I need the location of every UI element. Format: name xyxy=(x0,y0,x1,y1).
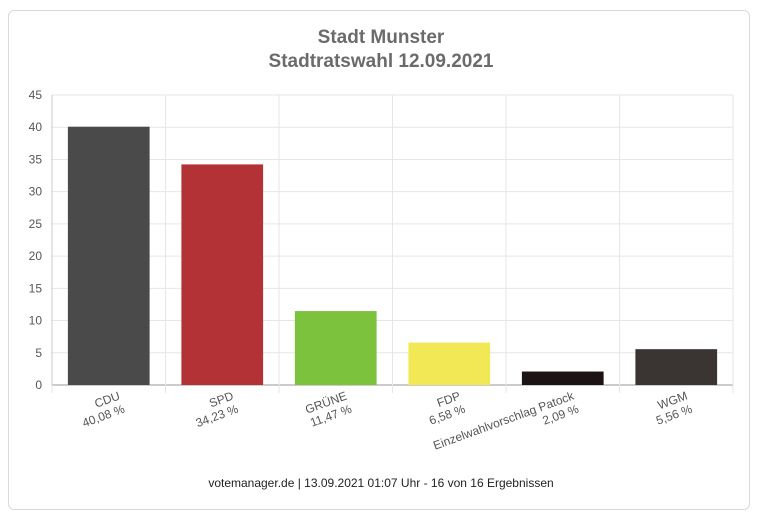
y-tick-label: 25 xyxy=(29,217,43,231)
bar-einzelwahlvorschlag-patock[interactable] xyxy=(521,371,604,385)
bars xyxy=(67,126,718,385)
y-tick-label: 10 xyxy=(29,314,43,328)
y-tick-label: 15 xyxy=(29,281,43,295)
y-axis: 0 5 10 15 20 25 30 35 40 45 xyxy=(29,88,53,392)
y-tick-label: 5 xyxy=(35,346,42,360)
bar-cdu[interactable] xyxy=(67,126,150,385)
y-tick-label: 40 xyxy=(29,120,43,134)
y-tick-label: 0 xyxy=(35,378,42,392)
bar-spd[interactable] xyxy=(181,164,264,385)
bar-fdp[interactable] xyxy=(408,342,491,385)
bar-wgm[interactable] xyxy=(635,349,718,385)
chart-subtitle: Stadtratswahl 12.09.2021 xyxy=(268,51,494,72)
y-tick-label: 20 xyxy=(29,249,43,263)
grid-lines xyxy=(51,94,734,393)
y-tick-label: 30 xyxy=(29,185,43,199)
bar-gr-ne[interactable] xyxy=(294,311,377,385)
chart-footer: votemanager.de | 13.09.2021 01:07 Uhr - … xyxy=(208,476,554,490)
y-tick-label: 35 xyxy=(29,152,43,166)
y-tick-label: 45 xyxy=(29,88,43,102)
chart-title: Stadt Munster xyxy=(317,27,445,48)
